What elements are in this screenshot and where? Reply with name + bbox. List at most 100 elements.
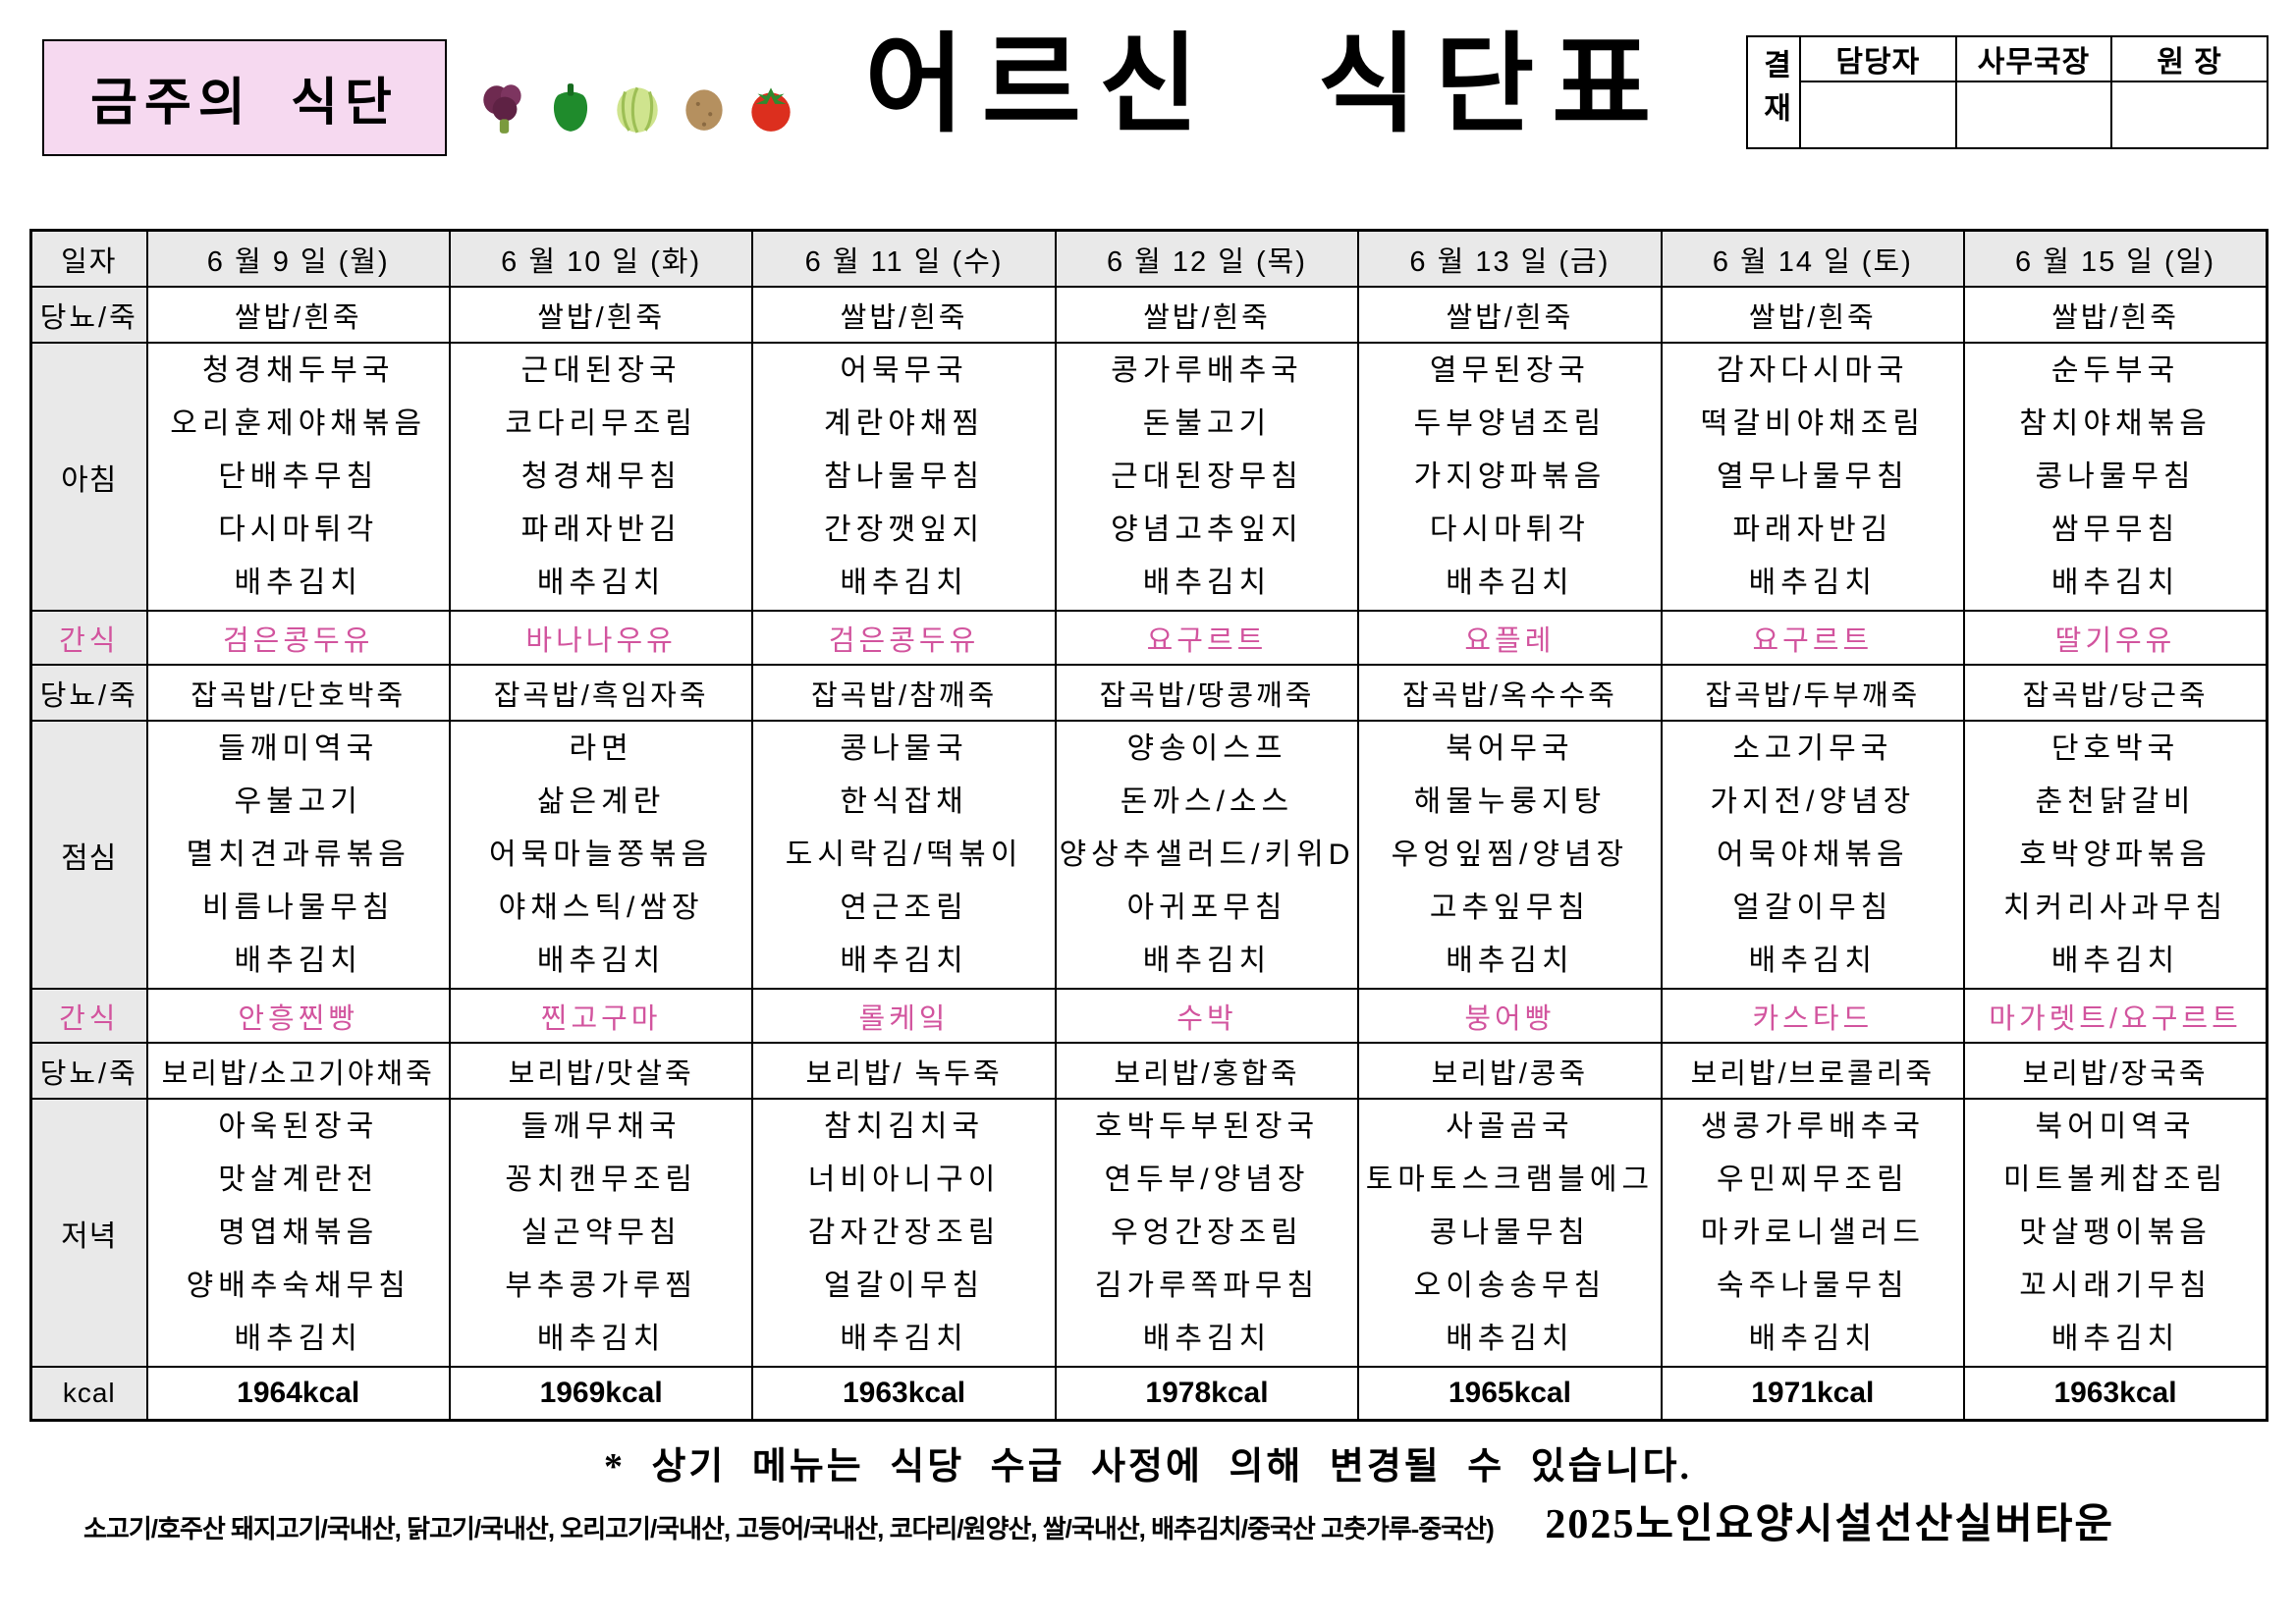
menu-item: 참치김치국 [824, 1110, 985, 1143]
potato-icon [685, 89, 723, 131]
menu-item: 북어미역국 [2035, 1110, 2196, 1143]
row-label-lunch: 점심 [29, 720, 148, 990]
rice-cell: 잡곡밥/단호박죽 [145, 664, 451, 722]
origin-info: 소고기/호주산 돼지고기/국내산, 닭고기/국내산, 오리고기/국내산, 고등어… [83, 1514, 1495, 1543]
menu-item: 호박양파볶음 [2019, 838, 2212, 871]
menu-item: 연두부/양념장 [1104, 1163, 1310, 1196]
menu-item: 돈불고기 [1142, 406, 1272, 440]
cabbage-icon [617, 86, 658, 134]
menu-item: 파래자반김 [1732, 513, 1893, 546]
menu-item: 꼬시래기무침 [2019, 1269, 2212, 1302]
rice-cell: 보리밥/장국죽 [1963, 1042, 2269, 1100]
date-cell: 6 월 12 일 (목) [1054, 229, 1360, 288]
approval-sign-cell [1799, 81, 1957, 149]
snack-cell: 롤케잌 [751, 988, 1057, 1044]
snack-cell: 찐고구마 [448, 988, 754, 1044]
menu-item: 열무된장국 [1429, 353, 1590, 387]
meal-cell: 호박두부된장국 연두부/양념장 우엉간장조림 김가루쪽파무침 배추김치 [1054, 1098, 1360, 1368]
date-cell: 6 월 9 일 (월) [145, 229, 451, 288]
menu-item: 배추김치 [234, 566, 362, 599]
menu-item: 맛살팽이볶음 [2019, 1216, 2212, 1249]
menu-item: 청경채무침 [520, 460, 682, 493]
meal-cell: 소고기무국 가지전/양념장 어묵야채볶음 얼갈이무침 배추김치 [1660, 720, 1966, 990]
menu-item: 소고기무국 [1732, 731, 1893, 765]
menu-item: 사골곰국 [1446, 1110, 1574, 1143]
menu-item: 고추잎무침 [1429, 891, 1590, 924]
menu-item: 열무나물무침 [1717, 460, 1909, 493]
menu-item: 연근조림 [840, 891, 968, 924]
approval-stamp-text: 결재 [1758, 49, 1790, 135]
menu-item: 멸치견과류볶음 [186, 838, 410, 871]
snack-cell: 수박 [1054, 988, 1360, 1044]
menu-item: 어묵야채볶음 [1717, 838, 1909, 871]
menu-item: 배추김치 [536, 944, 666, 977]
approval-table: 결재 담당자 사무국장 원 장 [1746, 35, 2269, 149]
bottom-line: 소고기/호주산 돼지고기/국내산, 닭고기/국내산, 오리고기/국내산, 고등어… [83, 1490, 2114, 1550]
week-label-box: 금주의 식단 [42, 39, 447, 156]
meal-cell: 감자다시마국 떡갈비야채조림 열무나물무침 파래자반김 배추김치 [1660, 342, 1966, 612]
vegetable-icons [477, 79, 797, 135]
kcal-cell: 1969kcal [448, 1366, 754, 1422]
meal-cell: 들깨미역국 우불고기 멸치견과류볶음 비름나물무침 배추김치 [145, 720, 451, 990]
meal-cell: 양송이스프 돈까스/소스 양상추샐러드/키위D 아귀포무침 배추김치 [1054, 720, 1360, 990]
snack-cell: 바나나우유 [448, 610, 754, 666]
meal-cell: 북어미역국 미트볼케찹조림 맛살팽이볶음 꼬시래기무침 배추김치 [1963, 1098, 2269, 1368]
snack-cell: 요구르트 [1660, 610, 1966, 666]
rice-cell: 쌀밥/흰죽 [448, 286, 754, 344]
menu-item: 우엉잎찜/양념장 [1391, 838, 1629, 871]
rice-cell: 쌀밥/흰죽 [1357, 286, 1663, 344]
meal-cell: 근대된장국 코다리무조림 청경채무침 파래자반김 배추김치 [448, 342, 754, 612]
menu-item: 파래자반김 [520, 513, 682, 546]
menu-table: 일자 6 월 9 일 (월) 6 월 10 일 (화) 6 월 11 일 (수) 6 월… [29, 229, 2269, 1422]
snack-cell: 요플레 [1357, 610, 1663, 666]
facility-name: 2025노인요양시설선산실버타운 [1545, 1502, 2114, 1547]
date-cell: 6 월 11 일 (수) [751, 229, 1057, 288]
menu-item: 명엽채볶음 [218, 1216, 379, 1249]
row-label-dinner: 저녁 [29, 1098, 148, 1368]
menu-item: 배추김치 [840, 944, 968, 977]
menu-item: 양상추샐러드/키위D [1059, 838, 1355, 871]
rice-cell: 보리밥/홍합죽 [1054, 1042, 1360, 1100]
menu-item: 배추김치 [536, 1322, 666, 1355]
menu-item: 라면 [569, 731, 633, 765]
menu-item: 호박두부된장국 [1094, 1110, 1320, 1143]
approval-col-office-director: 사무국장 [1954, 35, 2113, 82]
menu-change-note: * 상기 메뉴는 식당 수급 사정에 의해 변경될 수 있습니다. [603, 1446, 1693, 1488]
menu-item: 계란야채찜 [824, 406, 985, 440]
meal-cell: 콩가루배추국 돈불고기 근대된장무침 양념고추잎지 배추김치 [1054, 342, 1360, 612]
menu-item: 근대된장무침 [1111, 460, 1303, 493]
approval-col-director: 원 장 [2110, 35, 2269, 82]
meal-cell: 열무된장국 두부양념조림 가지양파볶음 다시마튀각 배추김치 [1357, 342, 1663, 612]
menu-item: 치커리사과무침 [2002, 891, 2228, 924]
rice-cell: 쌀밥/흰죽 [751, 286, 1057, 344]
date-cell: 6 월 14 일 (토) [1660, 229, 1966, 288]
row-label-date: 일자 [29, 229, 148, 288]
meal-cell: 사골곰국 토마토스크램블에그 콩나물무침 오이송송무침 배추김치 [1357, 1098, 1663, 1368]
approval-sign-cell [1954, 81, 2113, 149]
approval-col-manager: 담당자 [1799, 35, 1957, 82]
menu-item: 배추김치 [234, 944, 362, 977]
menu-item: 해물누룽지탕 [1413, 785, 1607, 818]
menu-item: 김가루쪽파무침 [1094, 1269, 1320, 1302]
approval-stamp-label: 결재 [1746, 35, 1801, 149]
menu-item: 마카로니샐러드 [1700, 1216, 1925, 1249]
meal-cell: 들깨무채국 꽁치캔무조림 실곤약무침 부추콩가루찜 배추김치 [448, 1098, 754, 1368]
rice-cell: 보리밥/브로콜리죽 [1660, 1042, 1966, 1100]
rice-cell: 잡곡밥/두부깨죽 [1660, 664, 1966, 722]
menu-item: 우엉간장조림 [1111, 1216, 1303, 1249]
menu-item: 맛살계란전 [218, 1163, 379, 1196]
meal-cell: 참치김치국 너비아니구이 감자간장조림 얼갈이무침 배추김치 [751, 1098, 1057, 1368]
menu-item: 배추김치 [840, 566, 968, 599]
kcal-cell: 1978kcal [1054, 1366, 1360, 1422]
meal-cell: 청경채두부국 오리훈제야채볶음 단배추무침 다시마튀각 배추김치 [145, 342, 451, 612]
menu-item: 오이송송무침 [1413, 1269, 1607, 1302]
menu-item: 간장깻잎지 [824, 513, 985, 546]
snack-cell: 요구르트 [1054, 610, 1360, 666]
rice-cell: 보리밥/ 녹두죽 [751, 1042, 1057, 1100]
menu-item: 떡갈비야채조림 [1700, 406, 1925, 440]
menu-item: 배추김치 [1142, 944, 1272, 977]
menu-item: 부추콩가루찜 [505, 1269, 697, 1302]
snack-cell: 카스타드 [1660, 988, 1966, 1044]
menu-item: 얼갈이무침 [1732, 891, 1893, 924]
